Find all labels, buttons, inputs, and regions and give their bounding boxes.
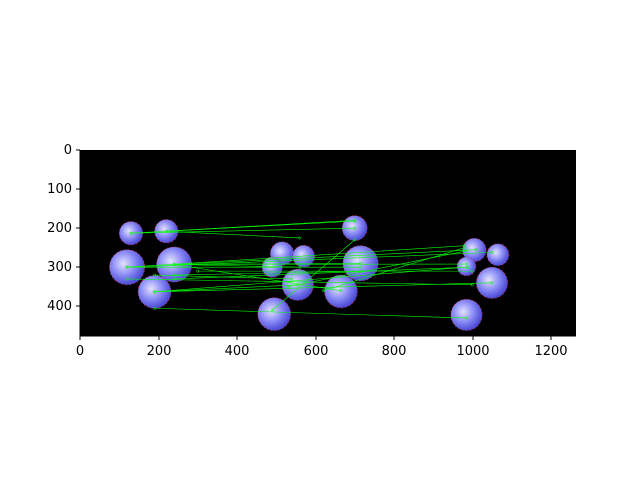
keypoint-marker [490,281,494,285]
keypoint-marker [172,273,176,277]
keypoint-marker [353,238,357,242]
keypoint-marker [463,244,467,248]
sphere [456,256,477,277]
match-line [174,270,363,276]
keypoint-marker [470,269,474,273]
x-tick-label: 200 [147,344,172,359]
match-lines-layer [125,218,494,320]
x-tick-label: 1000 [456,344,489,359]
match-line [174,264,341,291]
y-tick-label: 100 [47,182,72,197]
x-tick-label: 1200 [534,344,567,359]
match-line [127,245,465,268]
keypoint-marker [339,289,343,293]
x-tick-label: 400 [225,344,250,359]
sphere [292,244,316,268]
match-line [174,263,361,265]
keypoint-marker [465,316,468,320]
keypoint-marker [298,236,302,240]
keypoint-marker [465,249,468,253]
keypoint-marker [172,263,176,266]
match-line [272,239,355,311]
y-ticks: 0 100 200 300 400 [47,143,80,314]
match-line [131,227,355,234]
match-line [287,250,467,288]
keypoint-marker [467,265,470,269]
keypoint-marker [129,231,133,235]
keypoint-marker [286,285,290,289]
sphere [257,297,292,331]
keypoint-marker [270,308,274,312]
y-tick-label: 400 [47,299,72,314]
keypoint-marker [470,283,474,287]
keypoint-marker [125,265,129,269]
x-tick-label: 600 [304,344,329,359]
keypoint-marker [125,277,129,281]
keypoint-marker [353,226,357,230]
y-tick-label: 200 [47,221,72,236]
keypoint-marker [490,250,494,254]
keypoint-marker [353,219,357,223]
x-tick-label: 800 [382,344,407,359]
keypoint-marker [172,277,176,281]
keypoint-marker [359,265,363,269]
match-line [166,220,355,232]
match-line [154,274,292,280]
keypoint-marker [164,229,168,233]
keypoint-marker [463,246,467,250]
x-ticks: 0 200 400 600 800 1000 1200 [76,336,568,359]
sphere [450,298,483,331]
match-line [174,264,300,268]
match-line [166,230,300,239]
match-line [174,249,477,265]
match-line [154,284,298,293]
keypoint-marker [196,269,200,273]
match-line [323,247,465,291]
x-tick-label: 0 [76,344,84,359]
match-line [154,307,467,319]
sphere [486,243,510,267]
keypoint-marker [153,290,157,294]
y-tick-label: 0 [64,143,72,158]
keypoint-marker [153,306,157,310]
keypoint-marker [290,277,294,281]
keypoint-marker [465,262,468,266]
sphere [324,274,358,309]
keypoint-marker [153,273,157,277]
match-line [127,278,473,286]
keypoint-marker [321,289,325,293]
keypoint-marker [359,261,363,265]
sphere [137,274,172,309]
keypoint-marker [474,248,478,252]
keypoint-marker [298,265,302,269]
y-tick-label: 300 [47,260,72,275]
